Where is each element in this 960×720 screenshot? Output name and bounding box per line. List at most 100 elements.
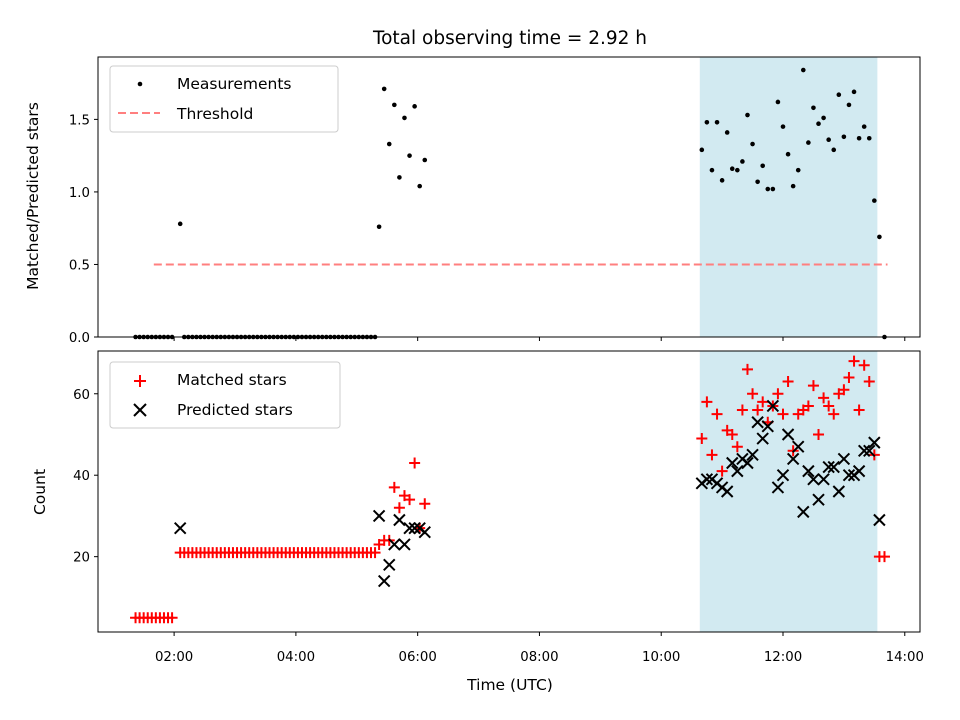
matched-stars-point <box>741 363 753 375</box>
predicted-stars-point <box>766 399 780 413</box>
legend-measurements-label: Measurements <box>177 75 292 93</box>
predicted-stars-point <box>418 526 431 539</box>
matched-stars-point <box>701 396 713 408</box>
measurements-point <box>811 105 816 111</box>
matched-stars-point <box>858 359 870 371</box>
predicted-stars-point <box>398 538 411 551</box>
measurements-point <box>735 167 740 173</box>
measurements-point <box>856 135 862 141</box>
matched-stars-point <box>777 408 789 420</box>
predicted-stars-point <box>393 513 406 527</box>
matched-stars-point <box>853 404 865 416</box>
measurements-point <box>765 186 771 192</box>
matched-stars-point <box>802 400 814 412</box>
matched-stars-point <box>818 392 830 404</box>
bottom-legend-box <box>109 361 341 429</box>
measurements-point <box>386 141 392 147</box>
measurements-point <box>417 183 422 189</box>
bottom-shaded-span <box>699 351 878 632</box>
measurements-point <box>704 119 710 125</box>
matched-stars-point <box>166 612 178 624</box>
matched-stars-point <box>388 481 400 493</box>
matched-stars-point <box>823 400 835 412</box>
measurements-point <box>381 86 387 92</box>
predicted-stars-point <box>802 464 815 478</box>
measurements-point <box>877 234 882 240</box>
matched-stars-point <box>736 404 748 416</box>
top-ticks: 0.0 0.5 1.0 1.5 <box>69 113 906 346</box>
predicted-stars-point <box>817 473 830 486</box>
predicted-stars-point <box>797 505 810 519</box>
legend-matched-stars-label: Matched stars <box>177 371 287 389</box>
predicted-stars-point <box>372 509 386 523</box>
predicted-stars-point <box>408 521 421 535</box>
measurements-point <box>699 147 705 153</box>
measurements-point <box>709 167 715 173</box>
x-tick-label: 08:00 <box>520 650 558 665</box>
matched-stars-point <box>711 408 723 420</box>
bottom-frame <box>97 350 921 633</box>
x-tick-label: 02:00 <box>155 650 193 665</box>
x-tick-label: 14:00 <box>886 650 924 665</box>
bottom-y-tick-label: 60 <box>73 388 90 403</box>
matched-stars-point <box>752 404 764 416</box>
predicted-stars-point <box>388 538 401 551</box>
measurements-point <box>755 179 760 185</box>
predicted-stars-point <box>822 460 835 474</box>
top-marks <box>133 67 888 340</box>
measurements-point <box>745 112 750 118</box>
matched-stars-point <box>696 433 708 445</box>
measurements-point <box>806 140 811 145</box>
predicted-stars-point <box>756 432 769 445</box>
predicted-stars-point <box>873 513 886 527</box>
matched-stars-point <box>782 376 794 388</box>
predicted-stars-point <box>792 440 805 453</box>
measurements-point <box>729 166 735 172</box>
top-y-tick-label: 0.5 <box>69 258 90 273</box>
measurements-point <box>714 119 720 125</box>
measurements-point <box>826 137 831 142</box>
predicted-stars-point <box>751 416 764 429</box>
predicted-stars-point <box>837 452 851 466</box>
measurements-point <box>795 167 801 173</box>
measurements-point <box>177 221 183 227</box>
predicted-stars-point <box>173 521 187 535</box>
top-legend: Measurements Threshold <box>109 65 339 133</box>
matched-stars-point <box>807 380 819 392</box>
matched-stars-point <box>419 498 431 510</box>
measurements-point <box>392 102 397 108</box>
matched-stars-point <box>706 449 718 461</box>
matched-stars-point <box>878 551 890 563</box>
x-tick-label: 12:00 <box>764 650 802 665</box>
bottom-y-axis-label: Count <box>31 469 49 515</box>
predicted-stars-point <box>726 456 739 470</box>
bottom-axes: 20 40 60 02:00 04:00 06:00 08:00 10:00 12:00 14:0… <box>31 350 924 694</box>
measurements-point <box>785 151 791 157</box>
top-frame <box>97 56 921 338</box>
top-y-axis-label: Matched/Predicted stars <box>24 102 42 290</box>
predicted-stars-point <box>807 473 820 486</box>
figure-title: Total observing time = 2.92 h <box>372 28 647 49</box>
matched-stars-point <box>757 396 769 408</box>
predicted-stars-point <box>857 444 871 457</box>
x-axis-label: Time (UTC) <box>466 676 553 694</box>
measurements-point <box>402 115 407 121</box>
measurements-point <box>770 186 776 192</box>
matched-stars-point <box>726 428 738 440</box>
matched-stars-point <box>863 376 875 388</box>
measurements-point <box>407 153 412 158</box>
matched-stars-point <box>813 428 825 440</box>
legend-predicted-stars-label: Predicted stars <box>177 401 293 419</box>
predicted-stars-point <box>746 448 759 462</box>
predicted-stars-point <box>842 469 856 482</box>
measurements-point <box>760 163 766 169</box>
top-y-tick-label: 0.0 <box>69 331 90 346</box>
predicted-stars-point <box>781 428 795 441</box>
predicted-stars-point <box>383 558 396 572</box>
matched-stars-point <box>843 371 855 383</box>
predicted-stars-point <box>741 456 754 470</box>
x-tick-label: 10:00 <box>642 650 680 665</box>
measurements-point <box>376 224 382 230</box>
matched-stars-point <box>409 457 421 469</box>
